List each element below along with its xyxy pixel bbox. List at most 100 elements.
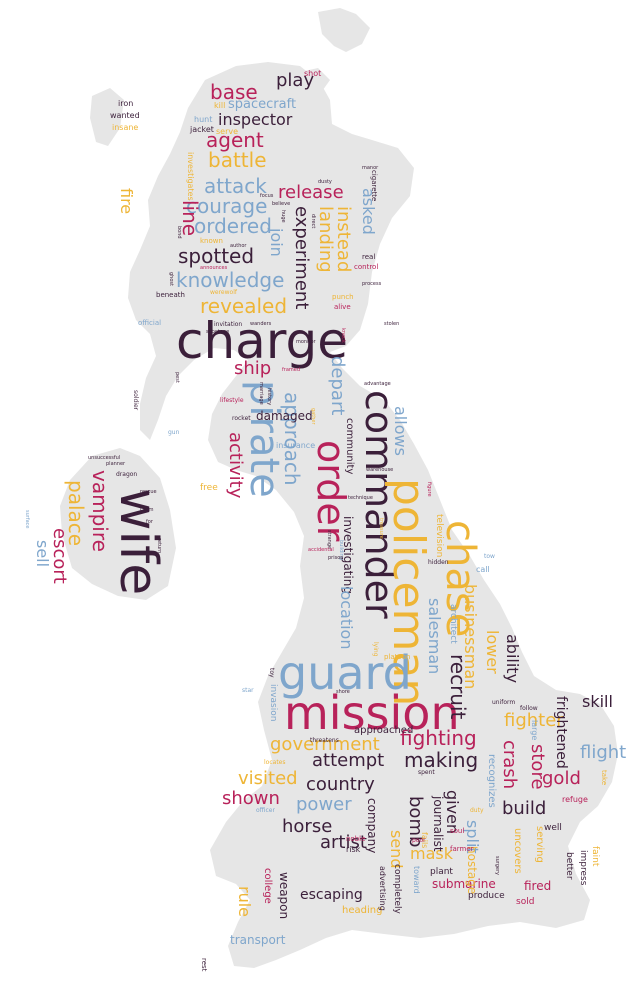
word-control: control — [354, 263, 379, 271]
word-recognizes: recognizes — [486, 754, 497, 808]
word-landing: landing — [315, 206, 336, 273]
outer-hebrides — [90, 88, 124, 146]
word-advantage: advantage — [364, 381, 391, 387]
word-instead: instead — [333, 206, 354, 273]
word-well: well — [544, 823, 562, 833]
word-college: college — [262, 868, 273, 904]
word-architect: architect — [448, 604, 458, 644]
word-believe: believe — [272, 201, 291, 207]
word-power: power — [296, 794, 352, 815]
word-escaping: escaping — [300, 887, 363, 903]
word-fire: fire — [117, 188, 136, 215]
word-toward: toward — [412, 866, 421, 894]
word-technique: technique — [348, 495, 373, 501]
word-ability: ability — [503, 634, 522, 684]
word-mask: mask — [410, 844, 453, 863]
word-horse: horse — [282, 816, 333, 837]
word-pirate: pirate — [241, 380, 287, 498]
word-transport: transport — [230, 933, 286, 947]
word-poor: poor — [412, 837, 426, 844]
word-star: star — [242, 687, 254, 694]
word-release: release — [278, 182, 344, 203]
word-werewolf: werewolf — [210, 289, 237, 296]
word-rescue: rescue — [140, 489, 157, 495]
word-duty: duty — [470, 807, 484, 814]
word-battle: battle — [208, 148, 267, 172]
word-monitor: monitor — [296, 339, 316, 345]
word-crash: crash — [499, 740, 520, 790]
word-return: return — [156, 538, 162, 554]
word-lower: lower — [483, 630, 502, 674]
word-spent: spent — [418, 769, 435, 776]
word-play: play — [276, 70, 315, 91]
word-dragon: dragon — [116, 471, 138, 478]
word-history: history — [266, 388, 272, 406]
word-officer: officer — [256, 807, 275, 814]
word-join: join — [267, 228, 286, 257]
word-prison: prison — [328, 555, 344, 561]
word-recruit: recruit — [446, 654, 470, 720]
word-follow: follow — [520, 705, 538, 712]
word-punch: punch — [332, 293, 354, 301]
word-bond: bond — [176, 226, 182, 239]
word-figure: figure — [426, 482, 432, 497]
word-revealed: revealed — [200, 294, 288, 318]
word-knock: knock — [340, 328, 346, 343]
word-official: official — [138, 319, 162, 327]
word-marriage: marriage — [258, 382, 264, 405]
word-salesman: salesman — [425, 598, 444, 675]
word-large: large — [530, 720, 539, 741]
word-process: process — [362, 281, 382, 287]
word-farmer: farmer — [450, 845, 474, 853]
word-allows: allows — [391, 406, 410, 456]
word-pest: pest — [174, 372, 180, 383]
word-unsuccessful: unsuccessful — [88, 455, 121, 461]
word-guard: guard — [278, 646, 412, 700]
word-fighting: fighting — [400, 726, 477, 750]
word-invitation: invitation — [214, 321, 243, 328]
word-approach: approach — [280, 392, 304, 486]
word-activity: activity — [225, 432, 246, 499]
word-sabotage: sabotage — [206, 329, 230, 335]
word-attempt: attempt — [312, 750, 385, 771]
word-experiment: experiment — [291, 206, 312, 310]
word-submarine: submarine — [432, 877, 496, 891]
word-framed: framed — [282, 367, 301, 373]
word-produce: produce — [468, 891, 505, 901]
word-hostage: hostage — [465, 846, 479, 895]
word-lying: lying — [372, 642, 379, 657]
word-tow: tow — [484, 553, 495, 560]
word-known: known — [200, 237, 223, 245]
word-shore: shore — [336, 689, 350, 695]
word-line: line — [178, 200, 202, 237]
word-base: base — [210, 80, 258, 104]
word-free: free — [200, 483, 218, 493]
great-britain — [128, 62, 618, 968]
word-hunt: hunt — [194, 115, 213, 124]
word-journalist: journalist — [431, 796, 445, 852]
word-spotted: spotted — [178, 244, 255, 268]
word-community: community — [344, 418, 355, 475]
word-flight: flight — [580, 742, 627, 763]
word-stolen: stolen — [384, 321, 400, 327]
word-author: author — [230, 243, 247, 249]
word-refuge: refuge — [562, 795, 588, 804]
word-beneath: beneath — [156, 291, 185, 299]
word-accidental: accidental — [308, 547, 334, 553]
word-iron: iron — [118, 99, 134, 108]
word-kill: kill — [214, 101, 226, 110]
word-skill: skill — [582, 692, 613, 711]
word-cigarette: cigarette — [370, 170, 378, 202]
word-agent: agent — [206, 128, 264, 152]
word-weapon: weapon — [277, 872, 291, 920]
word-noble: noble — [346, 835, 366, 843]
word-escort: escort — [49, 528, 70, 584]
word-take: take — [600, 770, 608, 786]
shetland-islands — [318, 8, 370, 52]
word-government: government — [270, 734, 380, 755]
word-insane: insane — [112, 123, 139, 132]
word-surface: surface — [24, 510, 30, 529]
word-for: for — [146, 519, 153, 525]
word-shot: shot — [304, 69, 322, 78]
word-mission: mission — [284, 686, 460, 740]
